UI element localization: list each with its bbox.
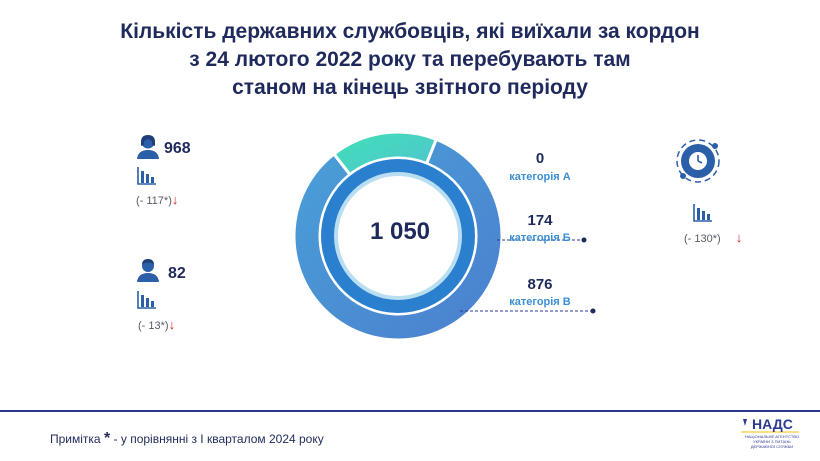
footer-divider: [0, 410, 820, 412]
arrow-down-icon: ↓: [171, 192, 179, 207]
logo-name: НАДС: [752, 416, 793, 432]
logo-subtitle: НАЦІОНАЛЬНЕ АГЕНТСТВО УКРАЇНИ З ПИТАНЬ Д…: [745, 434, 799, 449]
man-icon: [137, 259, 159, 282]
value-label-b: 174: [527, 212, 553, 229]
stat-delta-women: (- 117*)↓: [136, 192, 178, 207]
category-label-b: категорія Б: [509, 232, 571, 244]
woman-icon: [137, 135, 159, 159]
category-label-c: категорія В: [509, 296, 571, 308]
title-line-3: станом на кінець звітного періоду: [232, 76, 588, 99]
donut-slice-c: [292, 137, 504, 342]
footnote-text: - у порівнянні з І кварталом 2024 року: [113, 432, 324, 446]
title-line-2: з 24 лютого 2022 року та перебувають там: [189, 48, 631, 71]
footnote-prefix: Примітка: [50, 432, 101, 446]
value-label-c: 876: [527, 276, 553, 293]
chart-decrease-icon: [137, 291, 156, 309]
category-label-a: категорія А: [509, 171, 571, 183]
stat-value-women: 968: [164, 140, 191, 157]
arrow-down-icon: ↓: [735, 230, 743, 245]
chart-decrease-icon: [693, 204, 712, 222]
leader-dot-c: [590, 308, 596, 314]
stat-value-men: 82: [168, 265, 186, 282]
delta-text: (- 117*): [136, 195, 172, 207]
total-label: 1 050: [369, 218, 431, 245]
clock-globe-icon: [676, 139, 720, 183]
footnote-star: *: [103, 430, 111, 447]
delta-text: (- 130*): [684, 233, 721, 245]
chart-title: Кількість державних службовців, які виїх…: [0, 18, 820, 102]
delta-text: (- 13*): [138, 320, 169, 332]
stat-delta-right: (- 130*) ↓: [684, 230, 742, 245]
value-label-a: 0: [535, 150, 545, 167]
leader-dot-b: [581, 237, 587, 243]
arrow-down-icon: ↓: [168, 317, 176, 332]
center-disc: [338, 176, 458, 296]
footnote: Примітка * - у порівнянні з І кварталом …: [50, 430, 324, 448]
chart-decrease-icon: [137, 167, 156, 185]
stat-delta-men: (- 13*)↓: [138, 317, 175, 332]
nads-logo-icon: [735, 415, 805, 455]
title-line-1: Кількість державних службовців, які виїх…: [120, 20, 700, 43]
